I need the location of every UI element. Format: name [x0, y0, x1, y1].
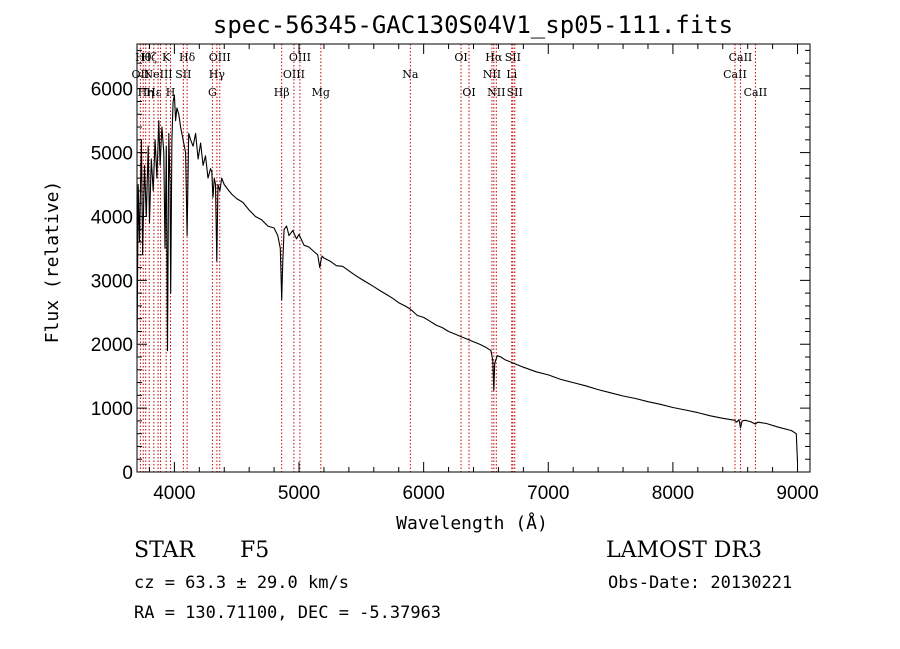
line-marker-label: Mg — [312, 86, 330, 99]
line-marker-label: SII — [507, 86, 523, 99]
line-marker-label: OII — [132, 68, 150, 81]
ra-dec-coordinates: RA = 130.71100, DEC = -5.37963 — [134, 603, 442, 623]
line-marker-label: OI — [454, 51, 467, 64]
line-marker-label: H — [166, 86, 176, 99]
line-marker-label: NeIII — [143, 68, 172, 81]
line-marker-label: NII — [487, 86, 505, 99]
line-marker-label: CaII — [744, 86, 768, 99]
x-tick-label: 7000 — [527, 483, 569, 504]
line-marker-label: Hθ — [135, 51, 152, 64]
y-tick-label: 1000 — [91, 399, 133, 420]
y-tick-label: 6000 — [91, 80, 133, 101]
object-class: STAR — [134, 538, 195, 563]
survey-name: LAMOST DR3 — [606, 538, 762, 563]
chart-title: spec-56345-GAC130S04V1_sp05-111.fits — [213, 11, 733, 39]
x-tick-label: 8000 — [652, 483, 694, 504]
y-axis-label: Flux (relative) — [42, 181, 63, 344]
line-marker-label: SII — [505, 51, 521, 64]
line-marker-label: CaII — [729, 51, 753, 64]
y-tick-label: 0 — [122, 463, 133, 484]
line-marker-label: Hα — [485, 51, 503, 64]
line-marker-label: Hβ — [274, 86, 290, 99]
line-marker-label: Hδ — [179, 51, 196, 64]
line-marker-label: CaII — [723, 68, 747, 81]
y-tick-label: 3000 — [91, 271, 133, 292]
object-subclass: F5 — [240, 538, 270, 563]
line-marker-label: OIII — [289, 51, 311, 64]
x-tick-label: 4000 — [153, 483, 195, 504]
line-marker-label: SII — [175, 68, 191, 81]
y-tick-label: 2000 — [91, 335, 133, 356]
line-marker-label: Li — [506, 68, 517, 81]
line-marker-label: OIII — [209, 51, 231, 64]
y-tick-label: 4000 — [91, 207, 133, 228]
line-marker-label: Na — [402, 68, 419, 81]
x-axis-label: Wavelength (Å) — [396, 512, 548, 534]
spectrum-chart: spec-56345-GAC130S04V1_sp05-111.fits 400… — [42, 11, 819, 534]
x-tick-label: 6000 — [403, 483, 445, 504]
line-marker-label: NII — [483, 68, 501, 81]
line-marker-label: K — [162, 51, 171, 64]
flux-series-line — [136, 94, 799, 463]
y-tick-label: 5000 — [91, 144, 133, 165]
line-marker-label: OI — [462, 86, 475, 99]
x-tick-label: 9000 — [776, 483, 818, 504]
line-marker-label: Hε — [146, 86, 162, 99]
line-marker-label: G — [208, 86, 217, 99]
redshift-cz: cz = 63.3 ± 29.0 km/s — [134, 573, 349, 593]
line-marker-label: OIII — [283, 68, 305, 81]
line-marker-label: Hζ — [141, 51, 157, 64]
x-tick-label: 5000 — [278, 483, 320, 504]
line-marker-label: Hγ — [209, 68, 226, 81]
line-marker-label: Hη — [138, 86, 154, 99]
plot-frame — [136, 43, 811, 473]
obs-date: Obs-Date: 20130221 — [608, 573, 793, 593]
plot-area: 4000 5000 6000 7000 8000 9000 0 1000 2000 3000 400… — [91, 43, 819, 504]
